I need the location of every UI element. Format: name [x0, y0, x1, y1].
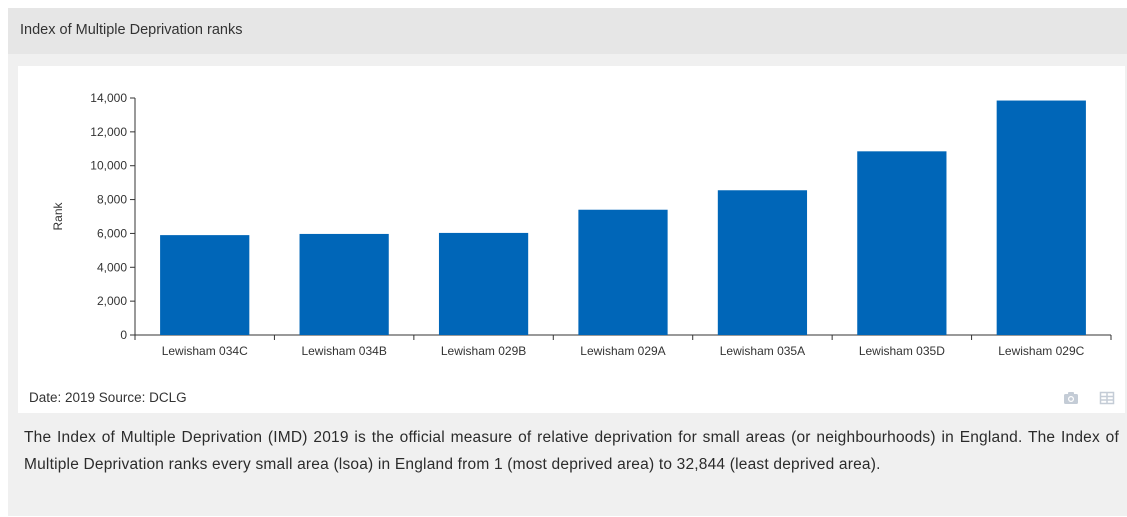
chart-title: Index of Multiple Deprivation ranks	[20, 22, 243, 38]
source-note: Date: 2019 Source: DCLG	[29, 390, 187, 405]
y-axis-label: Rank	[51, 201, 65, 230]
x-tick-label: Lewisham 034B	[301, 344, 386, 358]
y-tick-label: 12,000	[90, 125, 127, 139]
bar	[438, 232, 529, 335]
x-tick-label: Lewisham 035D	[859, 344, 945, 358]
bar	[299, 233, 389, 335]
x-tick-label: Lewisham 034C	[162, 344, 248, 358]
bar	[857, 151, 947, 335]
y-tick-label: 14,000	[90, 91, 127, 105]
y-tick-label: 4,000	[97, 260, 127, 274]
bar	[160, 235, 250, 335]
x-tick-label: Lewisham 035A	[720, 344, 805, 358]
panel-header: Index of Multiple Deprivation ranks	[8, 8, 1127, 54]
y-tick-label: 0	[120, 328, 127, 342]
chart-area: 0 2,000 4,000 6,000 8,000 10,000 12,000 14,000 R…	[18, 66, 1125, 413]
x-tick-label: Lewisham 029A	[580, 344, 665, 358]
y-tick-label: 2,000	[97, 294, 127, 308]
y-tick-label: 8,000	[97, 193, 127, 207]
bar	[578, 209, 668, 335]
table-icon[interactable]	[1098, 389, 1116, 407]
x-tick-label: Lewisham 029C	[998, 344, 1084, 358]
bar	[996, 100, 1086, 335]
y-tick-label: 10,000	[90, 159, 127, 173]
x-tick-label: Lewisham 029B	[441, 344, 526, 358]
bar-chart: 0 2,000 4,000 6,000 8,000 10,000 12,000 14,000 R…	[51, 91, 1112, 358]
chart-panel: Index of Multiple Deprivation ranks 0 2,0…	[8, 8, 1127, 516]
description-text: The Index of Multiple Deprivation (IMD) …	[24, 429, 1119, 473]
bar	[717, 190, 808, 335]
y-tick-label: 6,000	[97, 226, 127, 240]
camera-icon[interactable]	[1062, 389, 1080, 407]
